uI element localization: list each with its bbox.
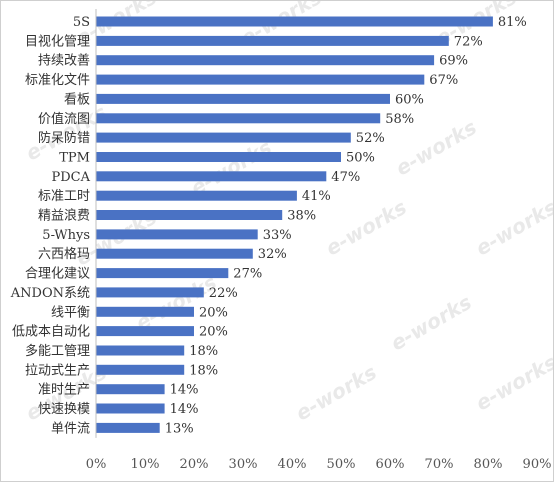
value-label: 18% [189, 344, 218, 359]
category-label: 5S [73, 15, 90, 30]
value-label: 22% [209, 286, 238, 301]
bar [96, 152, 341, 162]
watermark-text: e-works [387, 290, 476, 355]
bar [96, 229, 258, 240]
bar [96, 93, 390, 104]
value-label: 18% [189, 363, 218, 378]
bar [96, 364, 185, 375]
value-label: 69% [439, 54, 468, 69]
category-label: 准时生产 [38, 383, 90, 398]
value-label: 27% [233, 267, 262, 282]
x-tick-label: 20% [180, 457, 209, 472]
category-label: 价值流图 [38, 111, 90, 127]
category-label: 低成本自动化 [12, 325, 90, 340]
category-label: 拉动式生产 [25, 363, 90, 378]
bar [96, 35, 449, 46]
category-label: TPM [59, 151, 90, 166]
bar [96, 287, 204, 298]
x-tick-label: 60% [376, 457, 405, 472]
category-label: 精益浪费 [38, 209, 90, 224]
bar [96, 326, 194, 337]
x-tick-label: 0% [86, 457, 107, 472]
bar [96, 132, 351, 143]
bar [96, 190, 297, 201]
category-label: 线平衡 [51, 305, 90, 320]
bars: 5S 81% 目视化管理 72% 持续改善 69% 标准化文件 67% 看板 60% 价值流图 58%… [10, 15, 527, 436]
value-label: 32% [258, 247, 287, 262]
value-label: 33% [263, 228, 292, 243]
category-label: ANDON系统 [10, 286, 90, 301]
watermark-text: e-works [292, 360, 381, 425]
watermark-text: e-works [472, 195, 554, 260]
value-label: 14% [170, 402, 199, 417]
category-label: 标准化文件 [25, 73, 90, 88]
x-tick-label: 10% [131, 457, 160, 472]
category-label: 多能工管理 [25, 343, 90, 359]
category-label: 防呆防错 [38, 130, 90, 146]
bar [96, 384, 165, 395]
x-tick-label: 70% [425, 457, 454, 472]
bar [96, 268, 229, 279]
x-tick-label: 50% [327, 457, 356, 472]
category-label: 合理化建议 [25, 267, 90, 282]
value-label: 14% [170, 383, 199, 398]
watermark-text: e-works [187, 135, 276, 200]
value-label: 52% [356, 131, 385, 146]
bar [96, 74, 425, 85]
value-label: 20% [199, 305, 228, 320]
watermark-text: e-works [322, 195, 411, 260]
value-label: 47% [331, 170, 360, 185]
value-label: 67% [429, 73, 458, 88]
x-axis: 0% 10% 20% 30% 40% 50% 60% 70% 80% 90% [86, 9, 552, 472]
value-label: 58% [385, 112, 414, 127]
category-label: 看板 [64, 91, 90, 107]
bar [96, 403, 165, 414]
bar [96, 55, 435, 66]
bar [96, 16, 493, 27]
category-label: 快速换模 [38, 402, 90, 417]
category-label: 单件流 [51, 421, 90, 436]
value-label: 38% [287, 209, 316, 224]
value-label: 20% [199, 325, 228, 340]
value-label: 41% [302, 189, 331, 204]
bar [96, 210, 283, 220]
category-label: PDCA [51, 170, 90, 185]
bar [96, 422, 160, 433]
value-label: 81% [498, 15, 527, 30]
x-tick-label: 40% [278, 457, 307, 472]
bar [96, 306, 194, 317]
watermark-text: e-works [472, 350, 554, 415]
x-tick-label: 80% [474, 457, 503, 472]
bar [96, 248, 253, 259]
category-label: 标准工时 [38, 189, 90, 204]
category-label: 5-Whys [42, 228, 90, 243]
x-tick-label: 30% [229, 457, 258, 472]
value-label: 60% [395, 92, 424, 107]
bar [96, 345, 185, 356]
value-label: 13% [165, 421, 194, 436]
category-label: 持续改善 [38, 53, 90, 69]
category-label: 目视化管理 [25, 34, 90, 49]
value-label: 50% [346, 151, 375, 166]
x-tick-label: 90% [523, 457, 552, 472]
bar [96, 113, 381, 124]
category-label: 六西格玛 [38, 246, 90, 262]
value-label: 72% [454, 34, 483, 49]
bar [96, 171, 327, 182]
